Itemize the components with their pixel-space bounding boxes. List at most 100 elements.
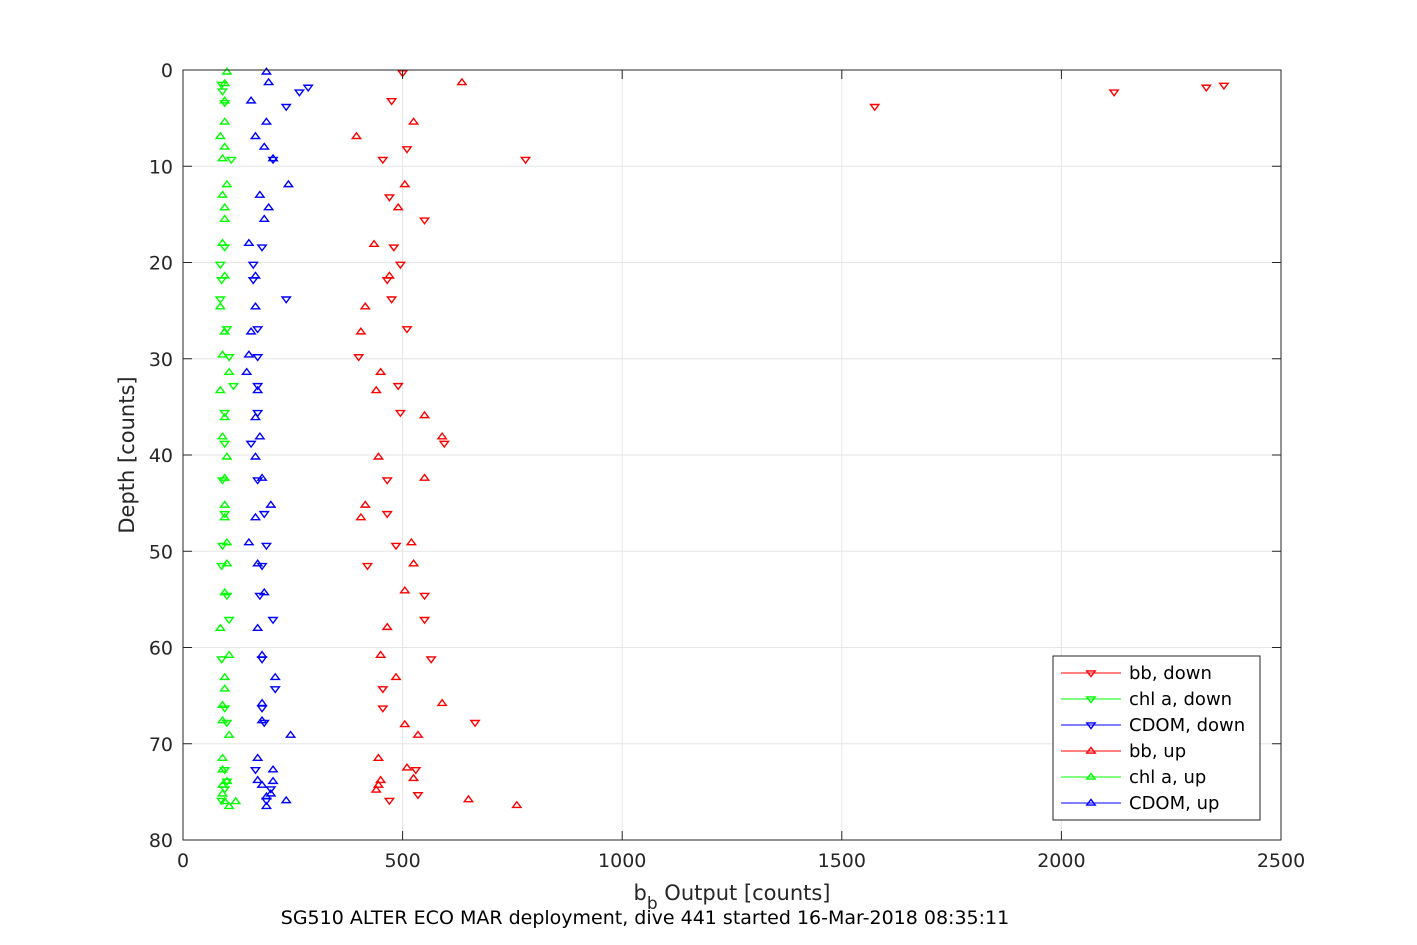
marker-cdom-up (256, 698, 268, 707)
x-tick-label: 1000 (598, 850, 646, 872)
marker-cdom-down (252, 326, 264, 334)
grid-lines (183, 70, 1281, 840)
marker-chl-a-down (216, 88, 229, 96)
marker-bb-down (392, 382, 404, 391)
marker-chl-a-up (214, 385, 226, 394)
marker-bb-up (401, 763, 413, 771)
marker-bb-up (511, 800, 523, 809)
marker-bb-down (869, 103, 881, 112)
marker-bb-up (370, 385, 382, 394)
marker-bb-down (401, 146, 413, 154)
marker-chl-a-up (216, 780, 229, 788)
marker-bb-up (355, 512, 367, 521)
y-axis-label: Depth [counts] (115, 376, 139, 533)
series-bb-down (353, 70, 1230, 806)
marker-bb-up (418, 473, 431, 481)
marker-chl-a-up (216, 190, 229, 198)
legend-marker (1085, 798, 1097, 806)
marker-chl-a-up (214, 131, 226, 140)
y-tick-label: 70 (149, 734, 173, 756)
legend-label: CDOM, up (1129, 793, 1219, 814)
marker-bb-down (381, 477, 393, 485)
marker-cdom-up (243, 238, 255, 247)
marker-cdom-down (280, 103, 292, 112)
marker-cdom-down (265, 786, 277, 794)
figure-caption: SG510 ALTER ECO MAR deployment, dive 441… (281, 907, 1009, 929)
marker-chl-a-up (221, 537, 233, 546)
marker-bb-up (372, 452, 385, 460)
marker-chl-a-down (227, 382, 240, 391)
x-tick-label: 500 (384, 850, 420, 872)
y-tick-label: 10 (149, 156, 173, 178)
marker-bb-down (394, 261, 406, 270)
marker-cdom-down (269, 686, 281, 694)
marker-cdom-down (258, 510, 270, 519)
marker-cdom-up (258, 214, 270, 222)
marker-cdom-down (256, 244, 268, 252)
series-chl-a-up (214, 67, 242, 810)
marker-cdom-up (267, 153, 279, 162)
marker-cdom-up (249, 512, 262, 521)
marker-cdom-up (260, 67, 273, 75)
marker-bb-up (456, 77, 468, 86)
marker-chl-a-up (223, 801, 235, 810)
marker-cdom-up (254, 431, 266, 440)
marker-cdom-down (293, 89, 305, 97)
marker-cdom-down (260, 542, 273, 551)
y-tick-label: 80 (149, 830, 173, 852)
marker-bb-up (412, 730, 424, 738)
marker-bb-down (383, 194, 396, 202)
marker-bb-up (372, 753, 385, 761)
marker-bb-up (375, 775, 387, 784)
marker-bb-down (418, 616, 431, 625)
marker-cdom-down (247, 261, 259, 270)
marker-cdom-up (245, 96, 257, 104)
marker-cdom-up (260, 117, 273, 125)
marker-bb-down (1218, 82, 1230, 91)
marker-cdom-up (263, 77, 275, 86)
marker-chl-a-up (214, 623, 226, 632)
marker-chl-a-up (219, 327, 231, 335)
marker-chl-a-up (221, 67, 233, 75)
marker-cdom-down (252, 382, 264, 391)
marker-chl-a-up (219, 796, 231, 805)
marker-bb-up (370, 785, 382, 793)
marker-chl-a-down (214, 296, 226, 304)
marker-cdom-up (260, 801, 273, 810)
marker-cdom-up (260, 791, 273, 800)
marker-chl-a-up (221, 452, 233, 460)
marker-bb-up (462, 794, 475, 803)
marker-bb-down (469, 719, 481, 728)
marker-chl-a-up (219, 684, 231, 692)
legend-item-cdom-up: CDOM, up (1061, 793, 1219, 814)
marker-cdom-up (256, 780, 268, 788)
marker-chl-a-up (219, 672, 231, 681)
legend-label: CDOM, down (1129, 715, 1245, 736)
x-tick-label: 1500 (818, 850, 866, 872)
marker-chl-a-up (219, 96, 231, 104)
marker-bb-up (399, 179, 411, 188)
legend-item-bb-down: bb, down (1061, 663, 1212, 684)
marker-chl-a-down (219, 705, 231, 713)
marker-cdom-up (252, 775, 264, 784)
marker-bb-up (407, 773, 420, 782)
marker-bb-up (436, 698, 448, 707)
marker-bb-up (359, 302, 371, 310)
legend-marker (1085, 670, 1097, 678)
marker-cdom-down (245, 440, 257, 449)
marker-chl-a-down (221, 326, 233, 334)
marker-bb-down (377, 686, 389, 694)
marker-bb-down (401, 326, 413, 334)
marker-chl-a-up (216, 789, 229, 797)
y-tick-label: 0 (161, 60, 173, 82)
marker-cdom-up (252, 623, 264, 632)
marker-cdom-up (249, 131, 262, 140)
x-axis-label-subscript: b (647, 894, 658, 914)
marker-chl-a-up (214, 302, 226, 310)
marker-chl-a-down (214, 261, 226, 270)
marker-cdom-up (256, 650, 268, 658)
x-axis-label-main: b (633, 881, 646, 905)
marker-bb-down (386, 98, 398, 106)
marker-chl-a-up (221, 776, 233, 785)
series-cdom-up (241, 67, 297, 810)
